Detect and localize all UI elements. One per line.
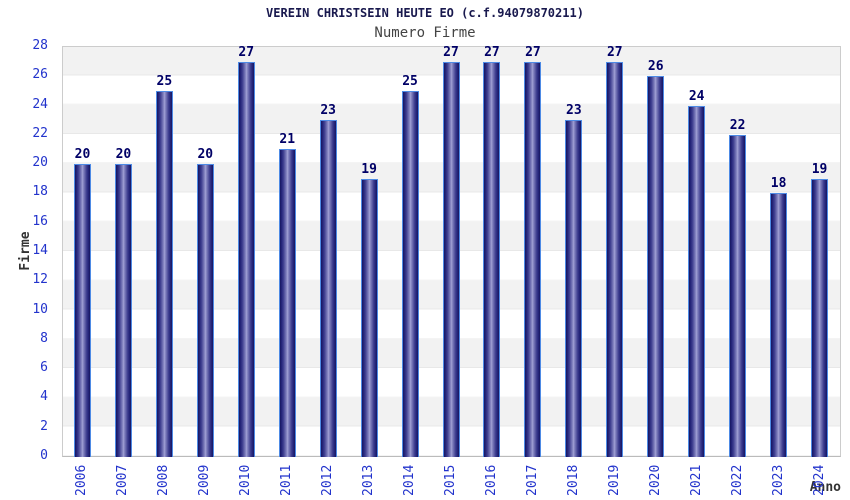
x-tick-label: 2013 xyxy=(361,464,377,496)
x-tick-label: 2015 xyxy=(443,464,458,496)
bar-value-label: 19 xyxy=(361,162,377,177)
y-tick-label: 18 xyxy=(32,184,48,200)
y-tick-label: 16 xyxy=(32,213,48,229)
x-axis-title: Anno xyxy=(809,480,841,495)
y-tick-label: 26 xyxy=(32,67,48,83)
x-tick-label: 2010 xyxy=(238,464,254,496)
bar-value-label: 27 xyxy=(606,45,623,60)
x-tick-label: 2021 xyxy=(688,464,704,496)
bar-2009 xyxy=(196,164,214,457)
y-tick-label: 20 xyxy=(32,155,48,171)
x-tick-label: 2007 xyxy=(115,464,131,496)
x-tick-label: 2016 xyxy=(483,464,499,496)
bar-value-label: 24 xyxy=(688,89,705,104)
bar-value-label: 27 xyxy=(484,45,500,60)
x-tick-label: 2018 xyxy=(565,464,581,496)
x-tick-label: 2017 xyxy=(524,464,540,496)
bar-2008 xyxy=(155,91,173,457)
x-tick-label: 2014 xyxy=(402,464,418,496)
bar-value-label: 25 xyxy=(402,74,418,89)
chart-subtitle: Numero Firme xyxy=(374,25,476,41)
bar-value-label: 26 xyxy=(647,59,664,74)
chart-title: VEREIN CHRISTSEIN HEUTE EO (c.f.94079870… xyxy=(266,6,584,20)
y-tick-label: 22 xyxy=(32,125,48,141)
bar-value-label: 20 xyxy=(74,147,91,162)
bar-value-label: 25 xyxy=(156,74,173,89)
bar-value-label: 20 xyxy=(197,147,214,162)
bar-2014 xyxy=(401,91,419,457)
y-tick-label: 6 xyxy=(40,360,48,376)
y-tick-label: 10 xyxy=(32,301,48,317)
bar-value-label: 20 xyxy=(115,147,132,162)
bar-2023 xyxy=(770,193,788,457)
x-tick-label: 2012 xyxy=(320,464,336,496)
y-tick-label: 0 xyxy=(40,448,48,463)
bar-2022 xyxy=(729,135,747,457)
y-tick-label: 12 xyxy=(32,272,48,288)
bar-2011 xyxy=(278,149,296,457)
x-tick-label: 2024 xyxy=(811,464,827,496)
y-tick-label: 2 xyxy=(40,418,48,434)
x-tick-label: 2011 xyxy=(279,464,295,496)
bar-2013 xyxy=(360,179,378,457)
bar-2024 xyxy=(811,179,829,457)
x-tick-label: 2023 xyxy=(770,464,786,496)
bar-2017 xyxy=(524,62,542,457)
bar-value-label: 18 xyxy=(770,176,787,191)
bar-2016 xyxy=(483,62,501,457)
y-tick-label: 24 xyxy=(32,96,48,112)
bar-value-label: 22 xyxy=(729,118,746,133)
x-tick-label: 2008 xyxy=(156,464,172,496)
y-tick-label: 8 xyxy=(40,330,48,346)
bar-2019 xyxy=(606,62,624,457)
y-tick-label: 14 xyxy=(32,243,48,258)
bar-2010 xyxy=(237,62,255,457)
x-tick-label: 2009 xyxy=(197,464,213,496)
bar-2006 xyxy=(73,164,91,457)
bar-value-label: 27 xyxy=(238,45,255,60)
bar-value-label: 27 xyxy=(443,45,459,60)
bar-2015 xyxy=(442,62,460,457)
x-tick-label: 2022 xyxy=(729,464,745,496)
bar-value-label: 23 xyxy=(566,103,582,118)
bar-2021 xyxy=(688,106,706,457)
x-tick-label: 2006 xyxy=(74,464,90,496)
bar-value-label: 27 xyxy=(525,45,541,60)
bar-2020 xyxy=(647,76,665,457)
y-tick-label: 4 xyxy=(40,389,48,405)
bar-2018 xyxy=(565,120,583,457)
x-tick-label: 2020 xyxy=(647,464,663,496)
bar-value-label: 19 xyxy=(811,162,828,177)
y-tick-label: 28 xyxy=(32,38,48,53)
bar-value-label: 21 xyxy=(279,132,296,147)
bar-2007 xyxy=(114,164,132,457)
bar-2012 xyxy=(319,120,337,457)
x-tick-label: 2019 xyxy=(606,464,622,496)
bar-value-label: 23 xyxy=(320,103,336,118)
